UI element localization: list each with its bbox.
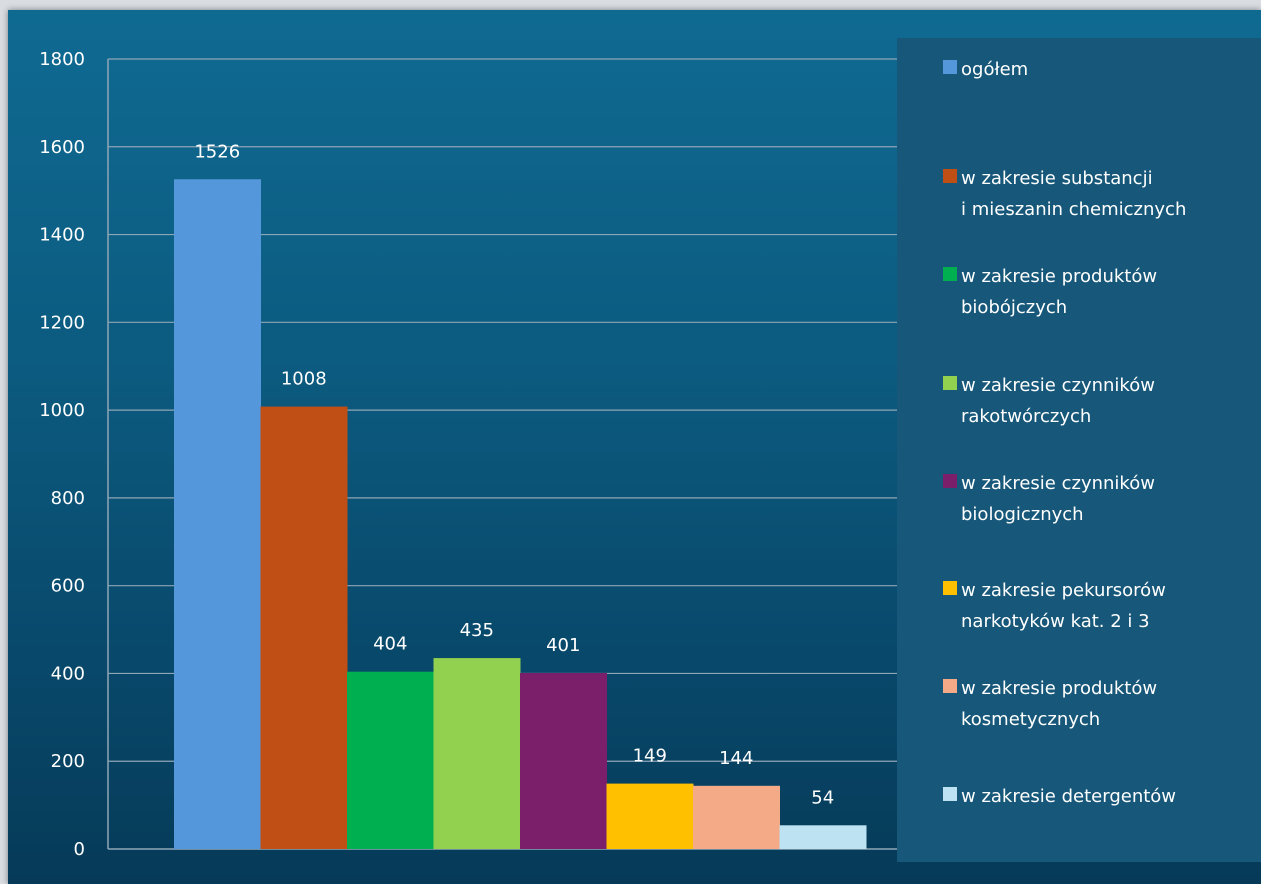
data-labels: 1526 1008 404 435 401 149 144 54 — [194, 141, 834, 808]
legend-label: w zakresie pekursorów narkotyków kat. 2 … — [961, 580, 1166, 632]
bar — [260, 406, 348, 849]
bar — [433, 658, 521, 849]
legend-swatch — [943, 267, 957, 281]
data-label: 401 — [546, 635, 580, 656]
data-label: 54 — [811, 787, 834, 808]
legend-swatch — [943, 376, 957, 390]
legend-item: w zakresie substancji i mieszanin chemic… — [943, 163, 1253, 225]
legend: ogółem w zakresie substancji i mieszanin … — [897, 38, 1261, 862]
y-tick-label: 1800 — [39, 49, 85, 70]
data-label: 144 — [719, 748, 753, 769]
legend-swatch — [943, 581, 957, 595]
legend-swatch — [943, 787, 957, 801]
legend-item: w zakresie produktów kosmetycznych — [943, 673, 1253, 735]
data-label: 1526 — [194, 141, 240, 162]
legend-label: w zakresie produktów kosmetycznych — [961, 678, 1158, 730]
legend-label: w zakresie czynników biologicznych — [961, 473, 1155, 525]
data-label: 1008 — [281, 369, 327, 390]
data-label: 149 — [633, 746, 667, 767]
legend-item: w zakresie czynników biologicznych — [943, 468, 1253, 530]
bar — [693, 785, 780, 849]
bar — [779, 825, 867, 849]
y-tick-label: 800 — [51, 488, 85, 509]
data-label: 404 — [373, 634, 407, 655]
y-axis-ticks: 0 200 400 600 800 1000 1200 1400 1600 1800 — [39, 49, 85, 860]
legend-item: w zakresie czynników rakotwórczych — [943, 370, 1253, 432]
bar — [174, 179, 261, 849]
y-tick-label: 1200 — [39, 312, 85, 333]
legend-label: w zakresie produktów biobójczych — [961, 266, 1158, 318]
bar — [606, 783, 694, 849]
y-tick-label: 1600 — [39, 137, 85, 158]
legend-item: ogółem — [943, 54, 1253, 85]
bar — [520, 673, 607, 849]
data-label: 435 — [460, 620, 494, 641]
legend-swatch — [943, 474, 957, 488]
legend-label: ogółem — [961, 59, 1029, 80]
legend-swatch — [943, 169, 957, 183]
legend-item: w zakresie pekursorów narkotyków kat. 2 … — [943, 575, 1253, 637]
legend-label: w zakresie czynników rakotwórczych — [961, 375, 1155, 427]
y-tick-label: 200 — [51, 751, 85, 772]
bar — [347, 671, 434, 849]
bars — [174, 179, 867, 849]
y-tick-label: 1400 — [39, 225, 85, 246]
y-tick-label: 400 — [51, 663, 85, 684]
legend-item: w zakresie detergentów — [943, 781, 1253, 812]
legend-item: w zakresie produktów biobójczych — [943, 261, 1253, 323]
y-tick-label: 1000 — [39, 400, 85, 421]
legend-label: w zakresie detergentów — [961, 786, 1177, 807]
legend-label: w zakresie substancji i mieszanin chemic… — [961, 168, 1187, 220]
y-tick-label: 0 — [74, 839, 85, 860]
legend-swatch — [943, 60, 957, 74]
y-tick-label: 600 — [51, 576, 85, 597]
legend-swatch — [943, 679, 957, 693]
